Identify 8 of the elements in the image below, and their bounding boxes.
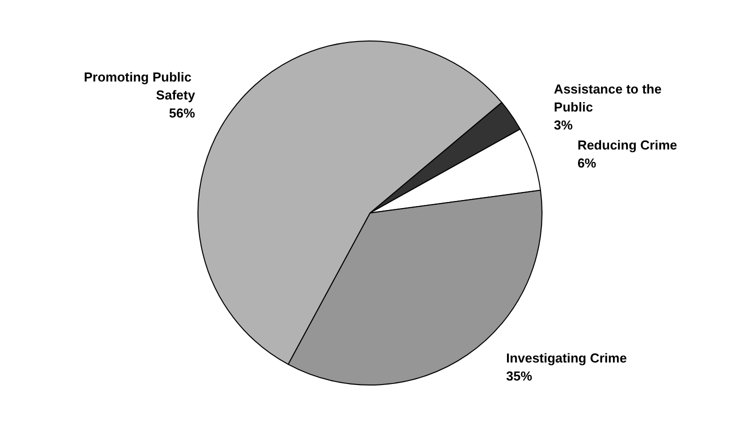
slice-label: Reducing Crime bbox=[577, 137, 678, 152]
slice-label: Promoting Public Safety bbox=[84, 69, 196, 102]
data-label: 56% bbox=[169, 105, 196, 120]
data-label: 3% bbox=[554, 117, 574, 132]
data-label: 6% bbox=[577, 155, 597, 170]
slice-label: Assistance to the Public bbox=[554, 81, 666, 114]
data-label: 35% bbox=[506, 368, 533, 384]
slice-label: Investigating Crime bbox=[506, 350, 627, 366]
